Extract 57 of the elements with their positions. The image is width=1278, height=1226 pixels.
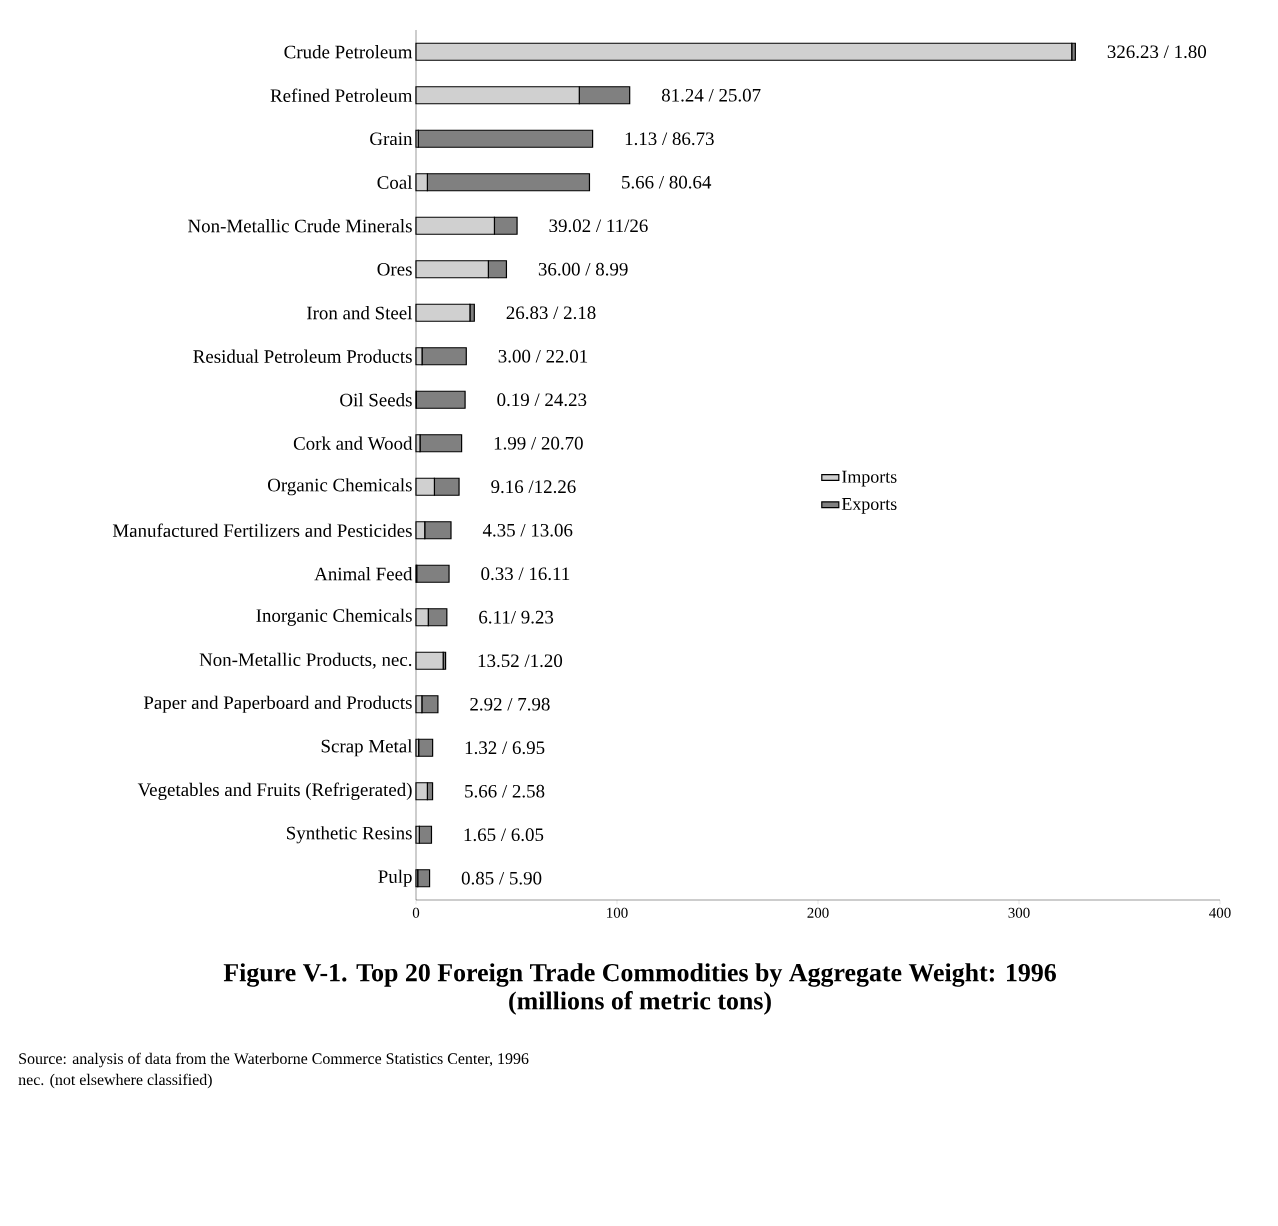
data-label: 9.16 /12.26	[491, 480, 576, 494]
text: Figure V-1. Top 20 Foreign Trade Commodities by Aggregate Weight: 1996	[223, 963, 1056, 987]
bar	[419, 434, 463, 453]
y-tick-label: Non-Metallic Products, nec.	[199, 652, 412, 669]
bar	[416, 564, 450, 583]
bar	[417, 869, 431, 888]
x-tick-label: 200	[807, 907, 829, 918]
y-tick-label: Vegetables and Fruits (Refrigerated)	[137, 782, 412, 800]
data-label: 26.83 / 2.18	[506, 306, 596, 320]
text: (millions of metric tons)	[509, 991, 771, 1015]
data-label: 1.13 / 86.73	[625, 132, 714, 146]
y-tick-label: Cork and Wood	[293, 436, 413, 450]
data-label: 0.85 / 5.90	[461, 871, 542, 885]
y-tick-label: Animal Feed	[314, 567, 413, 581]
data-label: 81.24 / 25.07	[661, 88, 761, 102]
x-tick-label: 300	[1008, 907, 1030, 918]
data-label: 1.65 / 6.05	[464, 828, 544, 842]
data-label: 2.92 / 7.98	[470, 697, 550, 711]
y-tick-label: Crude Petroleum	[284, 45, 413, 59]
data-label: 36.00 / 8.99	[538, 262, 628, 276]
x-tick-label: 400	[1209, 907, 1231, 918]
y-tick-label: Manufactured Fertilizers and Pesticides	[112, 523, 412, 538]
data-label: 1.32 / 6.95	[465, 741, 545, 755]
x-tick-label: 100	[607, 907, 628, 918]
bar	[417, 129, 594, 148]
y-tick-label: Coal	[377, 175, 413, 189]
data-label: 4.35 / 13.06	[482, 523, 573, 537]
y-tick-label: Residual Petroleum Products	[193, 349, 412, 363]
bar	[418, 738, 434, 757]
data-label: 0.33 / 16.11	[481, 567, 570, 581]
bar	[415, 390, 466, 409]
y-tick-label: Ores	[377, 262, 412, 276]
y-tick-label: Pulp	[378, 869, 412, 887]
legend-label: Exports	[841, 498, 897, 514]
legend-label: Imports	[842, 470, 897, 487]
y-tick-label: Grain	[370, 132, 413, 146]
y-tick-label: Iron and Steel	[306, 306, 413, 320]
data-label: 1.99 / 20.70	[494, 436, 583, 450]
data-label: 6.11/ 9.23	[479, 610, 554, 624]
data-label: 3.00 / 22.01	[498, 349, 588, 363]
data-label: 5.66 / 80.64	[622, 175, 712, 189]
data-label: 5.66 / 2.58	[465, 784, 545, 798]
y-tick-label: Synthetic Resins	[287, 826, 412, 844]
data-label: 326.23 / 1.80	[1107, 45, 1207, 59]
y-tick-label: Refined Petroleum	[270, 88, 413, 103]
y-tick-label: Organic Chemicals	[268, 478, 412, 496]
data-label: 39.02 / 11/26	[549, 219, 648, 233]
y-tick-label: Inorganic Chemicals	[256, 608, 412, 626]
y-tick-label: Scrap Metal	[321, 739, 413, 757]
data-label: 0.19 / 24.23	[497, 393, 587, 407]
text: nec. (not elsewhere classified)	[18, 1073, 212, 1089]
y-tick-label: Oil Seeds	[340, 393, 412, 407]
y-tick-label: Non-Metallic Crude Minerals	[188, 219, 412, 233]
y-tick-label: Paper and Paperboard and Products	[143, 695, 412, 713]
x-tick-label: 0	[412, 907, 420, 918]
source-note: Source: analysis of data from the Waterborne Commerce Statistics Center, 1996	[19, 1052, 529, 1068]
data-label: 13.52 /1.20	[478, 654, 563, 668]
